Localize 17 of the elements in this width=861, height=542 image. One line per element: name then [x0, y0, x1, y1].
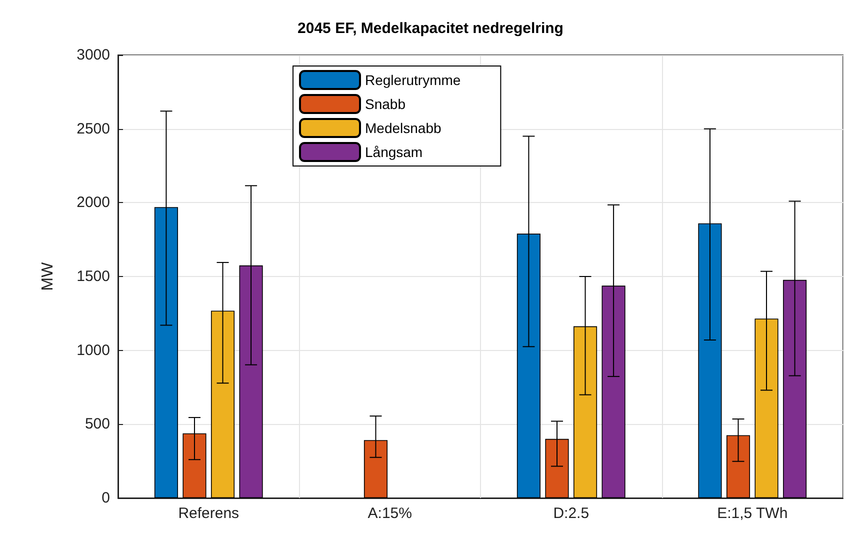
- y-tick-label: 1500: [76, 268, 110, 285]
- y-axis-title: MW: [40, 261, 56, 291]
- x-tick-label: Referens: [178, 505, 240, 522]
- legend-label: Reglerutrymme: [365, 72, 461, 88]
- legend-label: Snabb: [365, 96, 406, 112]
- y-tick-label: 2500: [76, 120, 110, 138]
- y-tick-label: 2000: [76, 194, 110, 212]
- legend-label: Långsam: [365, 144, 423, 160]
- legend-label: Medelsnabb: [365, 120, 442, 136]
- chart-title: 2045 EF, Medelkapacitet nedregelring: [298, 20, 564, 37]
- x-tick-label: E:1,5 TWh: [717, 505, 788, 522]
- y-tick-label: 3000: [76, 46, 110, 64]
- y-tick-label: 0: [102, 490, 110, 506]
- y-tick-label: 1000: [76, 342, 110, 359]
- y-tick-label: 500: [84, 416, 110, 433]
- x-tick-label: A:15%: [368, 505, 412, 522]
- x-tick-label: D:2.5: [553, 505, 590, 522]
